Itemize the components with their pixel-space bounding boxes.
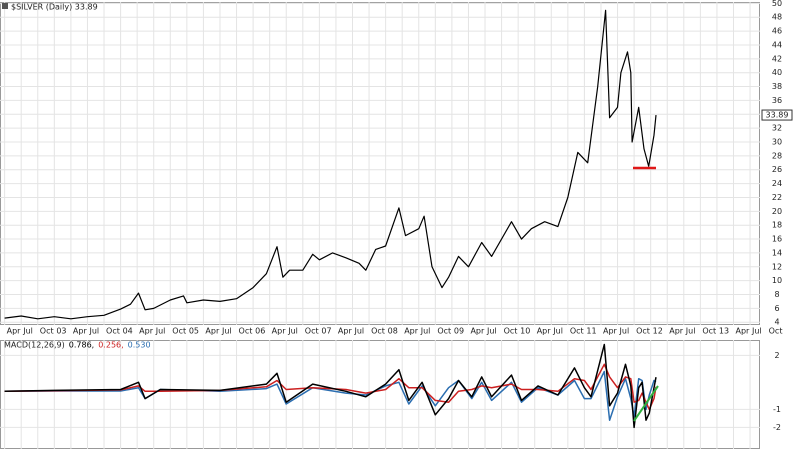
y-tick-label: 10 (772, 276, 782, 285)
x-tick-label: Oct (172, 327, 186, 336)
y-tick-label: 38 (772, 82, 782, 91)
y-tick-label: 46 (772, 27, 782, 36)
plot-layer: Apr Jul Oct 03 Apr Jul Oct 04 Apr Jul Oct 05 Apr Jul O… (0, 0, 793, 449)
x-tick-label: Jul (685, 327, 696, 336)
y-tick-label: 36 (772, 96, 782, 105)
x-tick-label: Apr (537, 327, 552, 336)
y-tick-label: 22 (772, 193, 782, 202)
x-tick-label: Jul (221, 327, 232, 336)
y-tick-label: 6 (774, 304, 779, 313)
x-tick-label: 12 (653, 327, 663, 336)
x-tick-label: Apr (272, 327, 287, 336)
y-tick-label: 18 (772, 221, 782, 230)
price-panel (0, 2, 760, 325)
x-tick-label: Apr (205, 327, 220, 336)
x-tick-label: Oct (305, 327, 319, 336)
x-tick-label: Apr (603, 327, 618, 336)
macd-panel (0, 340, 760, 449)
y-tick-label: -2 (773, 423, 781, 432)
x-tick-label: Jul (751, 327, 762, 336)
y-tick-label: 28 (772, 151, 782, 160)
x-tick-label: Jul (287, 327, 298, 336)
y-tick-label: 14 (772, 248, 782, 257)
x-tick-label: 11 (586, 327, 596, 336)
macd-readout: 0.786, (69, 341, 94, 350)
y-tick-label: 42 (772, 54, 782, 63)
x-tick-label: 05 (189, 327, 199, 336)
series-line (4, 370, 657, 421)
x-tick-label: Oct (570, 327, 584, 336)
x-tick-label: Jul (155, 327, 166, 336)
divergence-annotation (633, 385, 659, 422)
y-tick-label: -1 (773, 405, 781, 414)
macd-readout: 0.256, (98, 341, 123, 350)
y-tick-label: 44 (772, 40, 782, 49)
x-tick-label: 03 (56, 327, 66, 336)
series-line (4, 363, 657, 411)
x-tick-label: Apr (669, 327, 684, 336)
y-tick-label: 8 (774, 290, 779, 299)
x-tick-label: 06 (255, 327, 265, 336)
x-tick-label: Oct (40, 327, 54, 336)
y-tick-label: 26 (772, 165, 782, 174)
x-tick-label: Oct (437, 327, 451, 336)
macd-title: MACD(12,26,9) (4, 341, 65, 350)
x-tick-label: Oct (106, 327, 120, 336)
x-tick-label: 09 (454, 327, 464, 336)
last-value-box (761, 109, 793, 121)
x-tick-label: Oct (371, 327, 385, 336)
x-tick-label: Jul (619, 327, 630, 336)
x-tick-label: Apr (735, 327, 750, 336)
x-tick-label: Oct (239, 327, 253, 336)
x-tick-label: Apr (7, 327, 22, 336)
x-tick-label: Oct (504, 327, 518, 336)
y-tick-label: 32 (772, 124, 782, 133)
x-tick-label: 13 (719, 327, 729, 336)
x-tick-label: Apr (404, 327, 419, 336)
x-tick-label: 10 (520, 327, 530, 336)
x-tick-label: Jul (420, 327, 431, 336)
x-tick-label: Oct (636, 327, 650, 336)
price-title: $SILVER (Daily) 33.89 (11, 3, 98, 12)
x-tick-label: Apr (470, 327, 485, 336)
y-tick-label: 4 (774, 318, 779, 327)
x-tick-label: 04 (123, 327, 133, 336)
x-tick-label: Oct (769, 327, 783, 336)
y-tick-label: 40 (772, 68, 782, 77)
y-tick-label: 48 (772, 13, 782, 22)
x-tick-label: Jul (22, 327, 33, 336)
y-tick-label: 24 (772, 179, 782, 188)
macd-readout: 0.530 (128, 341, 151, 350)
series-line (4, 9, 657, 320)
x-tick-label: 08 (388, 327, 398, 336)
last-value-label: 33.89 (766, 111, 789, 120)
x-tick-label: 07 (321, 327, 331, 336)
series-line (4, 343, 657, 429)
x-tick-label: Jul (486, 327, 497, 336)
y-tick-label: 20 (772, 207, 782, 216)
x-tick-label: Jul (88, 327, 99, 336)
x-tick-label: Jul (354, 327, 365, 336)
y-tick-label: 30 (772, 138, 782, 147)
x-tick-label: Oct (702, 327, 716, 336)
y-tick-label: 50 (772, 0, 782, 8)
y-tick-label: 2 (774, 351, 779, 360)
y-tick-label: 12 (772, 262, 782, 271)
y-tick-label: 16 (772, 235, 782, 244)
x-tick-label: Jul (552, 327, 563, 336)
icon (2, 3, 8, 9)
x-tick-label: Apr (73, 327, 88, 336)
x-tick-label: Apr (338, 327, 353, 336)
x-tick-label: Apr (139, 327, 154, 336)
